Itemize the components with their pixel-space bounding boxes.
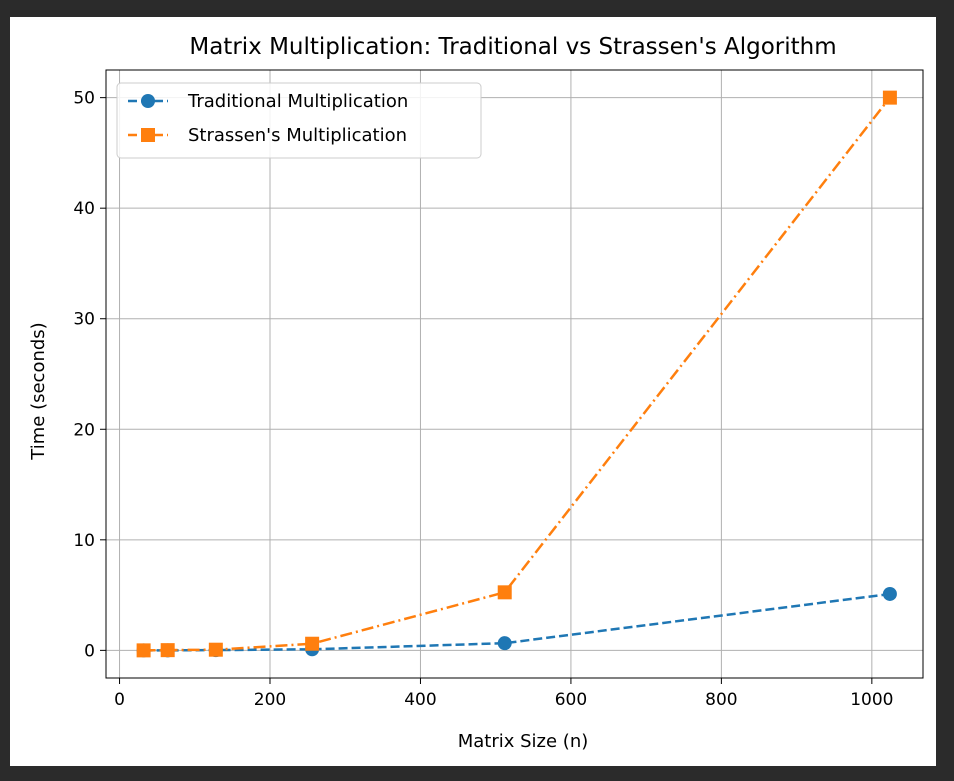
series-line-1 [143, 96, 891, 652]
x-axis-label: Matrix Size (n) [458, 731, 589, 752]
figure-canvas: Matrix Multiplication: Traditional vs St… [10, 17, 936, 766]
y-tick-label: 30 [73, 310, 95, 330]
x-tick-label: 200 [254, 690, 286, 710]
y-axis-label: Time (seconds) [28, 322, 49, 460]
line-chart: Matrix Multiplication: Traditional vs St… [28, 34, 924, 752]
series-marker-1 [305, 636, 320, 651]
y-tick-label: 50 [73, 89, 95, 109]
x-tick-label: 600 [555, 690, 587, 710]
series-marker-0 [497, 636, 512, 651]
y-tick-label: 0 [84, 641, 95, 661]
legend-label-strassen: Strassen's Multiplication [188, 125, 407, 146]
series-line-0 [143, 592, 891, 652]
x-tick-label: 0 [114, 690, 125, 710]
legend-item-strassen: Strassen's Multiplication [128, 125, 407, 146]
y-tick-label: 40 [73, 199, 95, 219]
grid-lines [106, 70, 923, 678]
series-layer [136, 90, 897, 658]
plot-area-frame [105, 69, 924, 679]
series-marker-1 [208, 642, 223, 657]
series-marker-1 [160, 643, 175, 658]
legend: Traditional Multiplication Strassen's Mu… [116, 82, 482, 159]
series-marker-1 [497, 585, 512, 600]
chart-title: Matrix Multiplication: Traditional vs St… [189, 34, 836, 60]
x-tick-label: 1000 [850, 690, 893, 710]
axis-ticks: 0 200 400 600 800 1000 0 10 20 30 40 50 [73, 89, 893, 710]
x-tick-label: 800 [705, 690, 737, 710]
x-tick-label: 400 [404, 690, 436, 710]
y-tick-label: 20 [73, 420, 95, 440]
legend-box [116, 82, 482, 159]
legend-marker-traditional [141, 94, 155, 108]
y-tick-label: 10 [73, 531, 95, 551]
series-marker-0 [882, 586, 897, 601]
legend-label-traditional: Traditional Multiplication [187, 91, 408, 112]
legend-marker-strassen [141, 128, 155, 142]
series-marker-1 [882, 90, 897, 105]
series-marker-1 [136, 643, 151, 658]
legend-item-traditional: Traditional Multiplication [128, 91, 408, 112]
